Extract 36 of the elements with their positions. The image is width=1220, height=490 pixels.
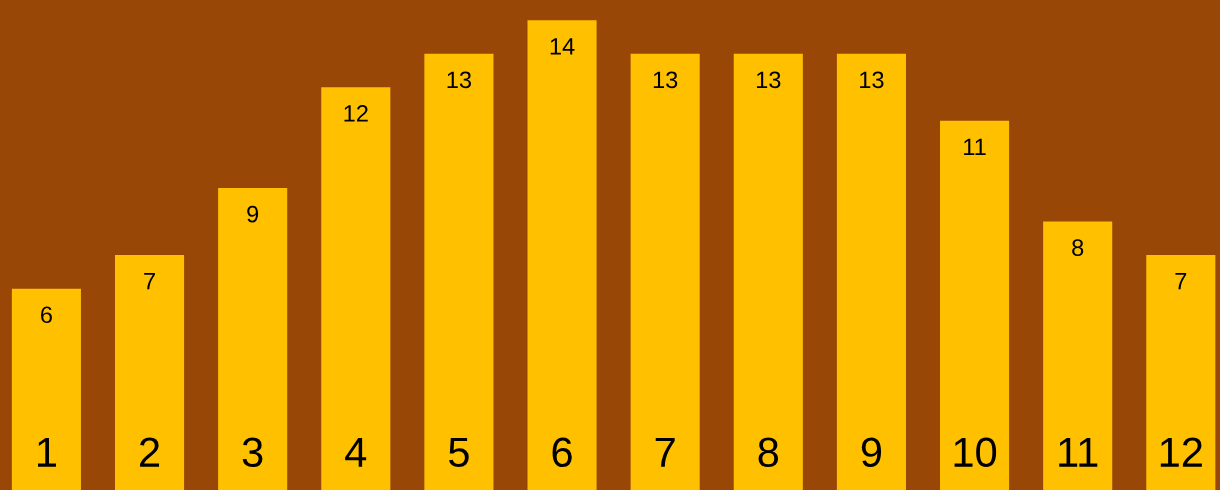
data-label: 13 [447, 71, 472, 89]
bar [321, 87, 391, 490]
data-label: 13 [860, 71, 884, 89]
x-tick-label: 2 [140, 437, 160, 467]
data-label: 7 [1175, 273, 1187, 290]
bar [424, 53, 494, 490]
x-tick-label: 12 [1160, 437, 1202, 467]
x-tick-label: 10 [954, 437, 997, 468]
bar [11, 288, 81, 490]
bar [733, 53, 803, 490]
bar [527, 20, 597, 490]
x-tick-label: 6 [552, 437, 572, 468]
x-tick-label: 8 [758, 437, 779, 468]
x-tick-label: 3 [242, 437, 263, 468]
data-label: 6 [41, 306, 52, 324]
data-label: 11 [964, 138, 986, 156]
x-tick-label: 1 [38, 437, 56, 467]
bar [836, 53, 906, 490]
bar [1146, 255, 1216, 490]
x-tick-label: 11 [1059, 437, 1098, 467]
data-label: 14 [550, 38, 575, 55]
x-tick-label: 4 [345, 437, 367, 467]
bar [630, 53, 700, 490]
x-tick-label: 9 [861, 437, 882, 468]
bar [114, 255, 185, 490]
data-label: 7 [144, 273, 155, 290]
x-tick-label: 5 [449, 437, 469, 468]
bar [940, 120, 1010, 490]
bar [1043, 221, 1113, 490]
data-label: 13 [756, 71, 781, 89]
data-label: 9 [247, 205, 259, 223]
data-label: 12 [344, 105, 368, 122]
data-label: 13 [653, 71, 678, 89]
bar [218, 187, 288, 490]
x-tick-label: 7 [655, 437, 675, 467]
data-label: 8 [1072, 239, 1084, 256]
